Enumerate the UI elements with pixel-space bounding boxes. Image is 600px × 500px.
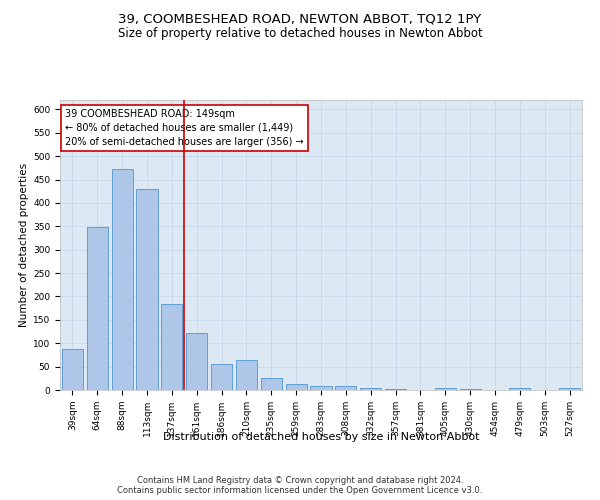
Bar (136, 189, 158, 390)
Text: Size of property relative to detached houses in Newton Abbot: Size of property relative to detached ho… (118, 28, 482, 40)
Text: 39, COOMBESHEAD ROAD, NEWTON ABBOT, TQ12 1PY: 39, COOMBESHEAD ROAD, NEWTON ABBOT, TQ12… (118, 12, 482, 26)
Bar (559, 388, 580, 390)
Bar (87, 227, 108, 390)
Bar (186, 333, 207, 390)
Bar (335, 386, 356, 390)
Bar (62, 349, 83, 390)
Bar (460, 389, 481, 390)
Bar (509, 388, 530, 390)
Bar (261, 378, 282, 390)
Bar (112, 169, 133, 390)
Text: Contains HM Land Registry data © Crown copyright and database right 2024.
Contai: Contains HM Land Registry data © Crown c… (118, 476, 482, 495)
Bar (211, 364, 232, 390)
Text: Distribution of detached houses by size in Newton Abbot: Distribution of detached houses by size … (163, 432, 479, 442)
Bar (310, 386, 332, 390)
Bar (385, 389, 406, 390)
Y-axis label: Number of detached properties: Number of detached properties (19, 163, 29, 327)
Text: 39 COOMBESHEAD ROAD: 149sqm
← 80% of detached houses are smaller (1,449)
20% of : 39 COOMBESHEAD ROAD: 149sqm ← 80% of det… (65, 108, 304, 146)
Bar (360, 388, 381, 390)
Bar (435, 388, 456, 390)
Bar (286, 384, 307, 390)
Bar (236, 360, 257, 390)
Bar (161, 304, 182, 390)
